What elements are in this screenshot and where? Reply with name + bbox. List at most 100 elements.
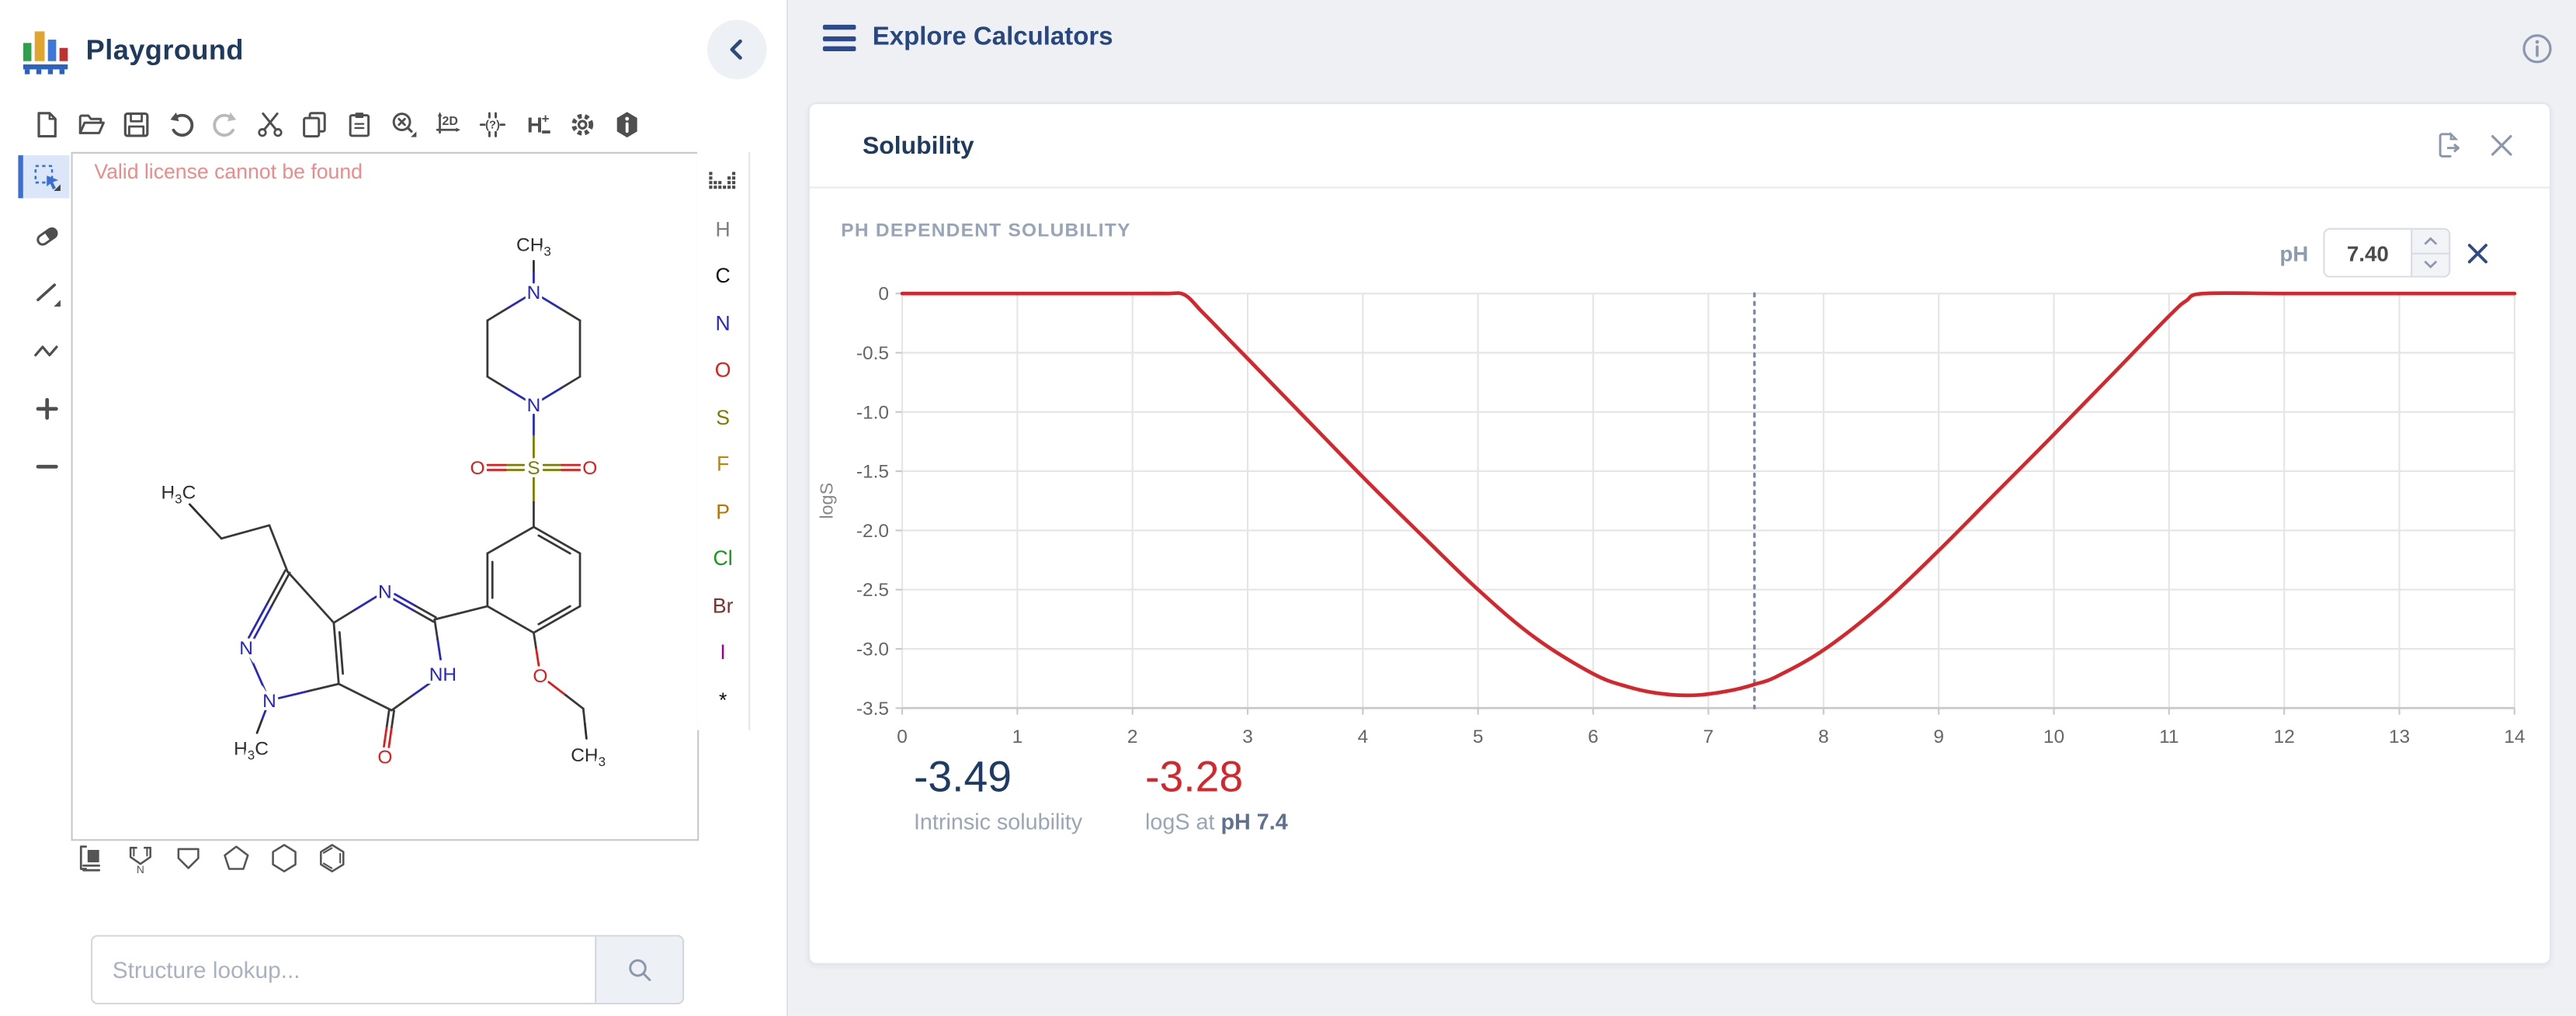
atom-label: H3C [161,483,196,507]
solubility-curve [900,291,2517,698]
query-bond-icon[interactable]: (?) [477,109,507,138]
atom-label: N [378,581,392,602]
atom-label: H3C [234,739,269,763]
element-br-button[interactable]: Br [712,594,734,618]
element-p-button[interactable]: P [716,500,731,524]
svg-text:13: 13 [2389,726,2410,747]
structure-lookup-input[interactable] [92,936,595,1003]
svg-text:3: 3 [1242,726,1253,747]
structure-canvas[interactable]: Valid license cannot be found CH3 N N S O O O C… [71,151,700,841]
redo-icon[interactable] [210,109,239,138]
search-icon [628,958,651,980]
template-pyrrole-ring-icon[interactable]: N [124,842,158,876]
element-any-button[interactable]: * [718,688,727,712]
svg-text:10: 10 [2043,726,2064,747]
copy-icon[interactable] [299,109,328,138]
stepper-up-button[interactable] [2412,230,2449,254]
calculators-title: Explore Calculators [872,23,1113,51]
close-card-icon[interactable] [2487,130,2516,160]
ph-label: pH [2279,240,2309,265]
svg-text:-3.0: -3.0 [856,640,889,661]
svg-text:-1.5: -1.5 [856,462,889,483]
section-title: PH DEPENDENT SOLUBILITY [841,221,1131,241]
svg-text:-0.5: -0.5 [856,343,889,364]
template-benzene-ring-icon[interactable] [316,842,349,876]
chevron-up-icon [2424,236,2438,245]
license-warning: Valid license cannot be found [94,160,363,184]
menu-icon[interactable] [822,24,856,51]
atom-label: N [527,395,541,416]
svg-text:1: 1 [1012,726,1023,747]
solubility-card: Solubility PH DEPENDENT SOLU [807,102,2552,965]
clear-zoom-icon[interactable] [388,109,418,138]
element-f-button[interactable]: F [716,453,730,477]
ph-stepper [2411,229,2449,276]
intrinsic-solubility-value: -3.49 [913,751,1012,802]
tool-select-icon[interactable] [18,155,70,199]
paste-icon[interactable] [344,109,373,138]
atom-label: N [262,691,276,712]
svg-text:7: 7 [1703,726,1714,747]
structure-lookup [91,935,685,1005]
info-icon[interactable] [2522,33,2553,64]
logs-ph74-label: logS at pH 7.4 [1145,809,1288,834]
svg-text:4: 4 [1358,726,1369,747]
svg-text:(?): (?) [484,119,499,131]
editor-panel: Playground 2D (?) H + Valid license cannot … [0,0,789,1016]
periodic-table-icon[interactable] [697,158,748,206]
element-cl-button[interactable]: Cl [713,546,733,570]
tool-increase-charge-icon[interactable] [23,387,70,429]
app-logo-icon [23,31,68,75]
atom-label: NH [429,664,457,685]
collapse-panel-button[interactable] [706,19,767,80]
export-icon[interactable] [2434,130,2463,160]
template-abbreviated-group-icon[interactable] [76,842,109,876]
close-section-icon[interactable] [2465,241,2490,265]
atom-label: O [533,666,547,687]
template-cyclopentadiene-ring-icon[interactable] [172,842,205,876]
svg-text:-2.5: -2.5 [856,580,889,601]
add-remove-hydrogens-icon[interactable]: H + [522,109,552,138]
result-intrinsic: -3.49 Intrinsic solubility [914,751,1082,834]
app-title: Playground [85,33,244,66]
element-i-button[interactable]: I [720,641,726,665]
element-h-button[interactable]: H [715,217,731,241]
atom-label: O [470,458,485,479]
result-logs-ph: -3.28 logS at pH 7.4 [1145,751,1288,834]
tool-palette [18,155,73,487]
svg-text:-1.0: -1.0 [856,402,889,423]
element-s-button[interactable]: S [716,406,731,429]
structure-lookup-search-button[interactable] [595,936,682,1003]
settings-icon[interactable] [567,109,596,138]
clean-2d-icon[interactable]: 2D [433,109,463,138]
template-cyclopentane-ring-icon[interactable] [220,842,253,876]
ph-input-group [2323,227,2451,278]
svg-text:2: 2 [1127,726,1138,747]
save-icon[interactable] [120,109,150,138]
solubility-chart: 0 1 2 3 4 5 6 7 8 9 10 11 12 13 140-0.5-1.0-1.5-2.0-2.… [817,284,2526,747]
stepper-down-button[interactable] [2412,254,2449,276]
atom-label: CH3 [516,235,551,259]
svg-text:logS: logS [817,483,837,519]
open-file-icon[interactable] [76,109,106,138]
element-n-button[interactable]: N [715,311,731,335]
svg-text:-3.5: -3.5 [856,699,889,720]
atom-label: N [527,283,541,303]
logs-ph74-value: -3.28 [1145,751,1244,802]
ph-input[interactable] [2324,229,2411,276]
tool-eraser-icon[interactable] [23,213,70,256]
undo-icon[interactable] [165,109,195,138]
new-document-icon[interactable] [31,109,61,138]
ph-control: pH [2279,227,2490,278]
tool-chain-icon[interactable] [23,329,70,372]
solubility-card-header: Solubility [809,104,2550,189]
tool-single-bond-icon[interactable] [23,271,70,314]
cut-icon[interactable] [255,109,284,138]
app-header: Playground [23,26,244,75]
molecule-drawing: CH3 N N S O O O CH3 N NH O N N H3C H3C [158,232,609,772]
about-icon[interactable] [611,109,641,138]
element-c-button[interactable]: C [715,265,731,288]
template-cyclohexane-ring-icon[interactable] [268,842,301,876]
element-o-button[interactable]: O [714,359,731,383]
tool-decrease-charge-icon[interactable] [23,445,70,487]
